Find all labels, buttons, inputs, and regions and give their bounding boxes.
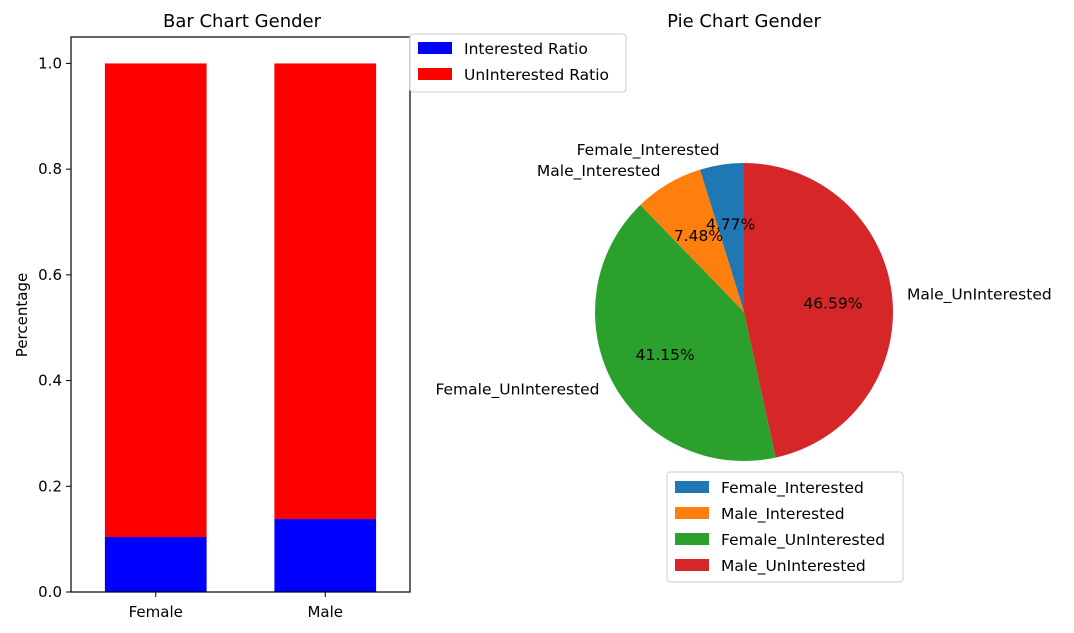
- bar-male-series-1: [274, 63, 377, 520]
- pie-slice-female-uninterested: [595, 205, 776, 461]
- y-tick-label: 0.2: [38, 477, 62, 495]
- pie-slice-label: Male_UnInterested: [907, 285, 1052, 304]
- pie-legend-frame: [666, 471, 904, 583]
- y-tick-label: 0.4: [38, 372, 62, 390]
- bar-plot-area: Female Male 0.0 0.2 0.4 0.6 0.8 1.0: [38, 54, 377, 621]
- bar-female-series-1: [104, 63, 207, 538]
- pie-slice-label: Male_Interested: [537, 162, 661, 181]
- bar-legend-swatch: [418, 68, 452, 80]
- bar-plot-frame: [70, 36, 411, 593]
- pie-chart-title: Pie Chart Gender: [667, 11, 821, 32]
- bar-chart: Bar Chart Gender Female Male 0.0 0.2 0.4 0.6 0…: [13, 11, 627, 621]
- pie-slice-male-interested: [640, 169, 744, 312]
- y-tick-label: 0.6: [38, 266, 62, 284]
- pie-legend-label: Male_Interested: [721, 505, 845, 524]
- pie-slices: [595, 163, 894, 461]
- pie-pct-label: 4.77%: [706, 216, 755, 234]
- bar-legend: Interested Ratio UnInterested Ratio: [409, 33, 627, 93]
- x-tick-label: Male: [307, 603, 343, 621]
- pie-legend: Female_Interested Male_Interested Female_U…: [666, 471, 904, 583]
- pie-pct-label: 41.15%: [636, 346, 695, 364]
- pie-legend-swatch: [675, 559, 709, 571]
- pie-legend-swatch: [675, 507, 709, 519]
- pie-legend-swatch: [675, 533, 709, 545]
- pie-chart: Pie Chart Gender Female_Interested 4.77% M…: [435, 11, 1052, 583]
- pie-slice-label: Female_Interested: [577, 141, 720, 160]
- bar-female-series-0: [104, 537, 207, 592]
- pie-slice-female-interested: [700, 163, 744, 312]
- pie-pct-label: 7.48%: [674, 227, 723, 245]
- y-tick-label: 1.0: [38, 54, 62, 72]
- bar-male-series-0: [274, 519, 377, 592]
- pie-slice-male-uninterested: [744, 163, 894, 458]
- pie-legend-label: Female_Interested: [721, 479, 864, 498]
- bar-legend-swatch: [418, 42, 452, 54]
- bar-legend-label: Interested Ratio: [464, 40, 588, 58]
- y-tick-label: 0.8: [38, 160, 62, 178]
- pie-slice-label: Female_UnInterested: [435, 380, 599, 399]
- pie-legend-label: Male_UnInterested: [721, 557, 866, 576]
- pie-legend-label: Female_UnInterested: [721, 531, 885, 550]
- pie-labels: Female_Interested 4.77% Male_Interested 7.4…: [435, 141, 1051, 399]
- x-tick-label: Female: [129, 603, 183, 621]
- pie-pct-label: 46.59%: [803, 294, 862, 312]
- bar-legend-label: UnInterested Ratio: [464, 66, 609, 84]
- bar-legend-frame: [409, 33, 627, 93]
- bar-chart-title: Bar Chart Gender: [163, 11, 322, 32]
- y-tick-label: 0.0: [38, 583, 62, 601]
- pie-legend-swatch: [675, 481, 709, 493]
- bar-y-axis-label: Percentage: [13, 273, 31, 357]
